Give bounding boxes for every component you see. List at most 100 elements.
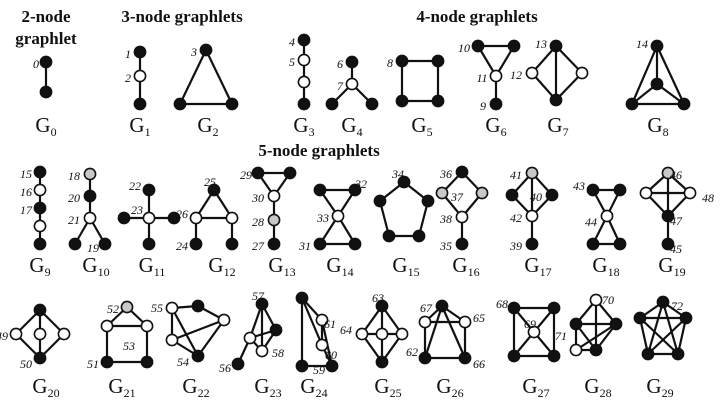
graphlet-letter: G bbox=[452, 253, 467, 277]
node bbox=[315, 338, 329, 352]
graphlet-letter: G bbox=[524, 253, 539, 277]
node bbox=[142, 237, 156, 251]
orbit-label: 28 bbox=[252, 215, 264, 229]
node bbox=[295, 291, 309, 305]
node bbox=[435, 299, 449, 313]
graphlet-label: G13 bbox=[268, 253, 295, 279]
node bbox=[547, 301, 561, 315]
node bbox=[207, 183, 221, 197]
node bbox=[586, 183, 600, 197]
graphlet-label: G7 bbox=[547, 113, 568, 139]
graphlet-subscript: 7 bbox=[563, 125, 569, 139]
node bbox=[39, 55, 53, 69]
graphlet-label: G16 bbox=[452, 253, 479, 279]
orbit-label: 54 bbox=[177, 355, 189, 369]
graphlet-subscript: 2 bbox=[213, 125, 219, 139]
node bbox=[525, 166, 539, 180]
orbit-label: 2 bbox=[125, 71, 131, 85]
node bbox=[609, 317, 623, 331]
node bbox=[283, 166, 297, 180]
node bbox=[295, 359, 309, 373]
node bbox=[639, 186, 653, 200]
graphlet-letter: G bbox=[392, 253, 407, 277]
orbit-label: 52 bbox=[107, 302, 119, 316]
orbit-label: 61 bbox=[324, 317, 336, 331]
node bbox=[33, 183, 47, 197]
graphlet-g22: 55 54 G22 bbox=[151, 299, 231, 400]
orbit-label: 36 bbox=[439, 167, 452, 181]
node bbox=[33, 351, 47, 365]
edge bbox=[630, 45, 659, 105]
node bbox=[225, 237, 239, 251]
node bbox=[117, 211, 131, 225]
node bbox=[507, 39, 521, 53]
node bbox=[382, 229, 396, 243]
edge bbox=[440, 305, 467, 359]
node bbox=[140, 355, 154, 369]
node bbox=[507, 349, 521, 363]
graphlet-subscript: 24 bbox=[316, 386, 328, 400]
node bbox=[355, 327, 369, 341]
orbit-label: 69 bbox=[524, 317, 536, 331]
graphlet-letter: G bbox=[254, 374, 269, 398]
orbit-label: 72 bbox=[671, 299, 683, 313]
graphlet-g7: 13 12 G7 bbox=[510, 37, 589, 139]
orbit-label: 30 bbox=[251, 191, 264, 205]
node bbox=[83, 167, 97, 181]
orbit-label: 8 bbox=[387, 56, 393, 70]
edge bbox=[171, 318, 225, 342]
orbit-label: 3 bbox=[190, 45, 197, 59]
node bbox=[313, 237, 327, 251]
graphlet-label: G29 bbox=[646, 374, 673, 400]
graphlet-subscript: 10 bbox=[98, 265, 110, 279]
orbit-label: 38 bbox=[439, 212, 452, 226]
node bbox=[140, 319, 154, 333]
node bbox=[133, 69, 147, 83]
graphlet-letter: G bbox=[658, 253, 673, 277]
node bbox=[395, 54, 409, 68]
node bbox=[251, 166, 265, 180]
node bbox=[83, 189, 97, 203]
node bbox=[589, 343, 603, 357]
graphlet-label: G21 bbox=[108, 374, 135, 400]
orbit-label: 17 bbox=[20, 203, 33, 217]
graphlet-label: G17 bbox=[524, 253, 551, 279]
edge bbox=[205, 49, 233, 105]
orbit-label: 45 bbox=[670, 242, 682, 256]
graphlet-subscript: 14 bbox=[342, 265, 354, 279]
graphlet-subscript: 21 bbox=[124, 386, 136, 400]
node bbox=[297, 33, 311, 47]
graphlet-letter: G bbox=[584, 374, 599, 398]
node bbox=[348, 183, 362, 197]
node bbox=[683, 186, 697, 200]
node bbox=[455, 237, 469, 251]
node bbox=[348, 237, 362, 251]
graphlet-subscript: 13 bbox=[284, 265, 296, 279]
node bbox=[458, 351, 472, 365]
node bbox=[431, 54, 445, 68]
orbit-label: 55 bbox=[151, 301, 163, 315]
node bbox=[98, 237, 112, 251]
graphlet-g8: 14 G8 bbox=[625, 37, 691, 139]
graphlet-g0: 0G0 bbox=[33, 55, 57, 139]
graphlet-subscript: 17 bbox=[540, 265, 552, 279]
orbit-label: 43 bbox=[573, 179, 585, 193]
node bbox=[167, 211, 181, 225]
graphlet-letter: G bbox=[522, 374, 537, 398]
node bbox=[471, 39, 485, 53]
graphlet-subscript: 9 bbox=[45, 265, 51, 279]
orbit-label: 1 bbox=[125, 47, 131, 61]
edge bbox=[300, 297, 324, 346]
node bbox=[297, 75, 311, 89]
node bbox=[345, 55, 359, 69]
edge bbox=[575, 323, 617, 351]
node bbox=[549, 93, 563, 107]
graphlet-letter: G bbox=[300, 374, 315, 398]
node bbox=[33, 237, 47, 251]
orbit-label: 15 bbox=[20, 167, 32, 181]
node bbox=[191, 349, 205, 363]
orbit-label: 66 bbox=[473, 357, 485, 371]
node bbox=[395, 327, 409, 341]
